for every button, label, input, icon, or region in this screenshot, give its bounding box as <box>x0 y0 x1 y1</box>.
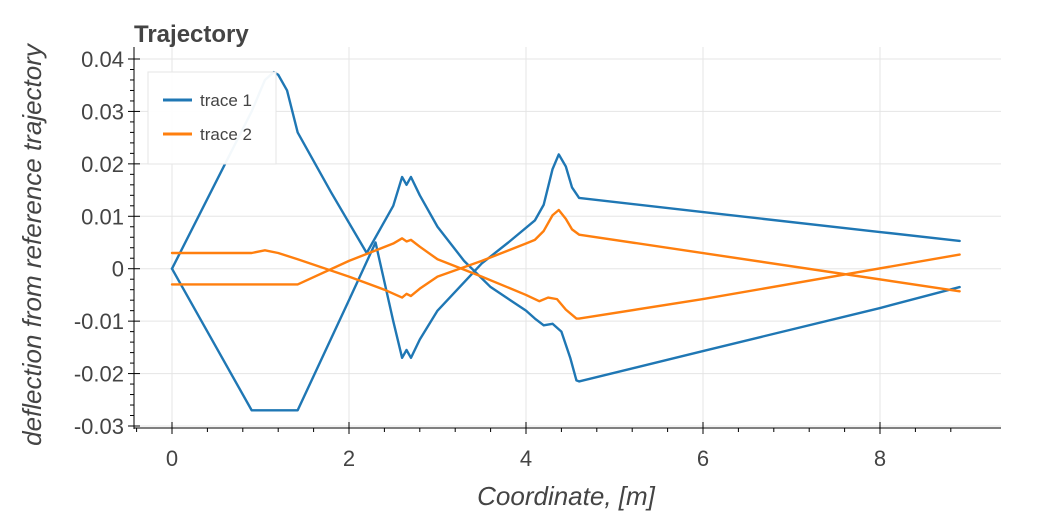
series-line <box>170 208 961 299</box>
y-tick-label: -0.03 <box>74 414 124 439</box>
x-axis-label: Coordinate, [m] <box>477 481 656 511</box>
series-line <box>170 237 961 320</box>
tick-labels: 0 2 4 6 8 -0.03 -0.02 -0.01 0 0.01 0.02 0.03 0.04 <box>74 47 886 471</box>
x-tick-label: 8 <box>874 446 886 471</box>
x-tick-label: 2 <box>343 446 355 471</box>
y-tick-label: 0.03 <box>81 99 124 124</box>
legend-label: trace 2 <box>200 125 252 144</box>
y-tick-label: -0.02 <box>74 362 124 387</box>
y-tick-label: 0.01 <box>81 204 124 229</box>
x-tick-label: 4 <box>520 446 532 471</box>
series-line <box>170 153 961 412</box>
legend-label: trace 1 <box>200 91 252 110</box>
y-tick-label: 0.04 <box>81 47 124 72</box>
series-line <box>170 70 961 383</box>
y-tick-label: 0.02 <box>81 152 124 177</box>
legend-box <box>147 71 277 165</box>
x-tick-label: 0 <box>166 446 178 471</box>
y-tick-label: -0.01 <box>74 309 124 334</box>
x-tick-label: 6 <box>697 446 709 471</box>
legend: trace 1 trace 2 <box>147 71 277 165</box>
plot-lines <box>170 70 961 412</box>
y-axis-label: deflection from reference trajectory <box>17 42 47 446</box>
axes <box>128 47 1001 434</box>
y-tick-label: 0 <box>112 257 124 282</box>
grid <box>134 47 1001 428</box>
chart-title: Trajectory <box>134 21 249 48</box>
